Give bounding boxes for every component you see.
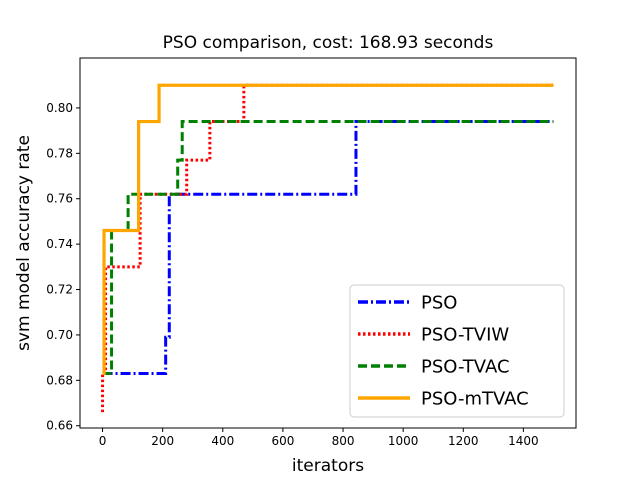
y-tick-label: 0.66 — [46, 419, 73, 433]
y-tick-label: 0.70 — [46, 328, 73, 342]
x-tick-label: 800 — [332, 434, 355, 448]
x-tick-label: 1000 — [388, 434, 419, 448]
x-tick-label: 0 — [99, 434, 107, 448]
x-tick-label: 1200 — [448, 434, 479, 448]
plot-frame — [79, 57, 577, 429]
legend-label-pso: PSO — [421, 293, 457, 314]
x-tick-label: 600 — [271, 434, 294, 448]
x-tick-label: 200 — [151, 434, 174, 448]
chart-title: PSO comparison, cost: 168.93 seconds — [163, 33, 494, 53]
x-tick-label: 1400 — [508, 434, 539, 448]
legend-label-pso-mtvac: PSO-mTVAC — [421, 389, 529, 410]
y-tick-label: 0.78 — [46, 146, 73, 160]
x-axis-label: iterators — [292, 456, 364, 476]
y-axis: 0.66 0.68 0.70 0.72 0.74 0.76 0.78 0.80 — [46, 101, 80, 433]
y-tick-label: 0.74 — [46, 237, 73, 251]
x-axis: 0 200 400 600 800 1000 1200 1400 — [99, 428, 539, 448]
x-tick-label: 400 — [211, 434, 234, 448]
legend-label-pso-tviw: PSO-TVIW — [421, 325, 509, 346]
series-line-pso-tvac — [102, 120, 554, 376]
y-tick-label: 0.68 — [46, 373, 73, 387]
y-axis-label: svm model accuracy rate — [14, 135, 34, 351]
y-tick-label: 0.80 — [46, 101, 73, 115]
legend: PSO PSO-TVIW PSO-TVAC PSO-mTVAC — [349, 284, 565, 418]
series-layer — [101, 83, 554, 413]
series-line-pso — [102, 120, 554, 376]
y-tick-label: 0.76 — [46, 192, 73, 206]
series-line-pso-mtvac — [102, 83, 554, 376]
legend-label-pso-tvac: PSO-TVAC — [421, 357, 510, 378]
legend-frame — [349, 284, 565, 418]
y-tick-label: 0.72 — [46, 283, 73, 297]
